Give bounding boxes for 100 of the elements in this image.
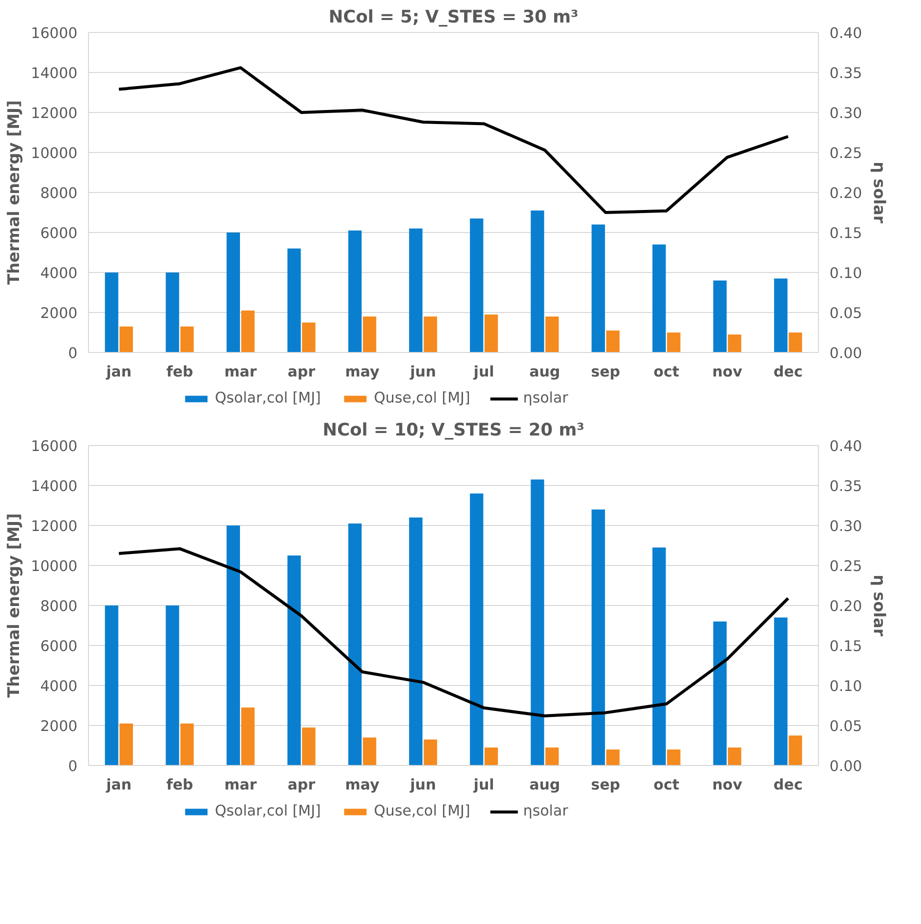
y2-axis-title: η solar — [870, 162, 890, 224]
bar — [180, 326, 194, 352]
y2-tick-label: 0.15 — [830, 638, 862, 655]
x-tick-label: nov — [712, 776, 743, 794]
x-tick-label: oct — [654, 776, 680, 794]
y2-tick-label: 0.10 — [830, 678, 862, 695]
bar — [120, 326, 133, 352]
x-tick-label: jan — [105, 776, 132, 794]
bar — [652, 244, 666, 352]
y-tick-label: 10000 — [30, 558, 78, 575]
bar — [545, 316, 559, 352]
legend-label: Qsolar,col [MJ] — [214, 802, 321, 820]
y-tick-label: 16000 — [30, 438, 78, 455]
y-tick-label: 0 — [68, 758, 78, 775]
x-tick-label: dec — [774, 364, 803, 380]
bar — [592, 510, 605, 766]
bar — [606, 330, 620, 352]
bar — [788, 332, 802, 352]
bar — [409, 518, 422, 766]
y-tick-label: 8000 — [40, 185, 78, 202]
x-tick-label: oct — [654, 364, 680, 380]
bar — [226, 526, 240, 766]
y2-tick-label: 0.00 — [830, 345, 862, 362]
bar — [484, 748, 498, 766]
bar — [606, 750, 620, 766]
bar — [530, 480, 544, 766]
y-tick-label: 14000 — [30, 478, 78, 495]
legend-label: Quse,col [MJ] — [374, 802, 470, 820]
x-tick-label: may — [345, 364, 380, 380]
y-axis-title: Thermal energy [MJ] — [4, 513, 23, 698]
y-tick-label: 8000 — [40, 598, 78, 615]
line-series — [117, 547, 790, 718]
bar — [120, 724, 133, 766]
bar — [166, 606, 180, 766]
line-series — [117, 66, 790, 214]
x-tick-label: jul — [472, 776, 494, 794]
bar — [774, 278, 788, 352]
bar — [287, 248, 301, 352]
legend-label: ηsolar — [523, 390, 568, 406]
bar — [713, 280, 727, 352]
y-axis-title: Thermal energy [MJ] — [4, 100, 23, 285]
bar — [592, 224, 605, 352]
y-tick-label: 16000 — [30, 25, 78, 42]
x-tick-label: dec — [774, 776, 803, 794]
y2-tick-label: 0.40 — [830, 438, 862, 455]
y-tick-label: 10000 — [30, 145, 78, 162]
bar — [166, 272, 180, 352]
x-tick-label: apr — [288, 364, 316, 380]
y2-axis-title: η solar — [870, 574, 890, 636]
x-tick-label: nov — [712, 364, 743, 380]
y2-tick-label: 0.05 — [830, 305, 862, 322]
y-tick-label: 12000 — [30, 105, 78, 122]
y2-tick-label: 0.40 — [830, 25, 862, 42]
bar — [348, 230, 362, 352]
x-tick-label: jun — [409, 364, 436, 380]
legend-label: Qsolar,col [MJ] — [214, 390, 321, 406]
bar — [302, 322, 316, 352]
bar — [545, 748, 559, 766]
y2-tick-label: 0.35 — [830, 65, 862, 82]
y2-tick-label: 0.15 — [830, 225, 862, 242]
bar — [180, 724, 194, 766]
bar — [667, 750, 680, 766]
y2-tick-label: 0.00 — [830, 758, 862, 775]
bar — [424, 316, 438, 352]
x-tick-label: sep — [591, 364, 620, 380]
y-tick-label: 0 — [68, 345, 78, 362]
x-tick-label: jan — [105, 364, 132, 380]
x-tick-label: may — [345, 776, 380, 794]
bar — [713, 622, 727, 766]
y2-tick-label: 0.20 — [830, 598, 862, 615]
chart-title: NCol = 10; V_STES = 20 m³ — [322, 420, 584, 440]
y-tick-label: 6000 — [40, 638, 78, 655]
x-tick-label: jul — [472, 364, 494, 380]
y-tick-label: 12000 — [30, 518, 78, 535]
bar — [348, 524, 362, 766]
bar — [530, 210, 544, 352]
x-tick-label: mar — [224, 776, 258, 794]
bar — [652, 548, 666, 766]
legend-label: ηsolar — [523, 802, 568, 820]
bar — [241, 708, 255, 766]
chart-title: NCol = 5; V_STES = 30 m³ — [328, 8, 578, 28]
bar — [424, 740, 438, 766]
bar — [362, 738, 376, 766]
bar — [728, 748, 742, 766]
bar — [788, 736, 802, 766]
y2-tick-label: 0.05 — [830, 718, 862, 735]
bar — [287, 556, 301, 766]
bar — [409, 228, 422, 352]
x-tick-label: aug — [529, 364, 560, 380]
y-tick-label: 4000 — [40, 678, 78, 695]
y-tick-label: 14000 — [30, 65, 78, 82]
y2-tick-label: 0.30 — [830, 105, 862, 122]
bar — [728, 334, 742, 352]
y-tick-label: 4000 — [40, 265, 78, 282]
bar — [470, 218, 484, 352]
y2-tick-label: 0.25 — [830, 558, 862, 575]
y-tick-label: 2000 — [40, 718, 78, 735]
y-tick-label: 6000 — [40, 225, 78, 242]
bar — [362, 316, 376, 352]
x-tick-label: aug — [529, 776, 560, 794]
